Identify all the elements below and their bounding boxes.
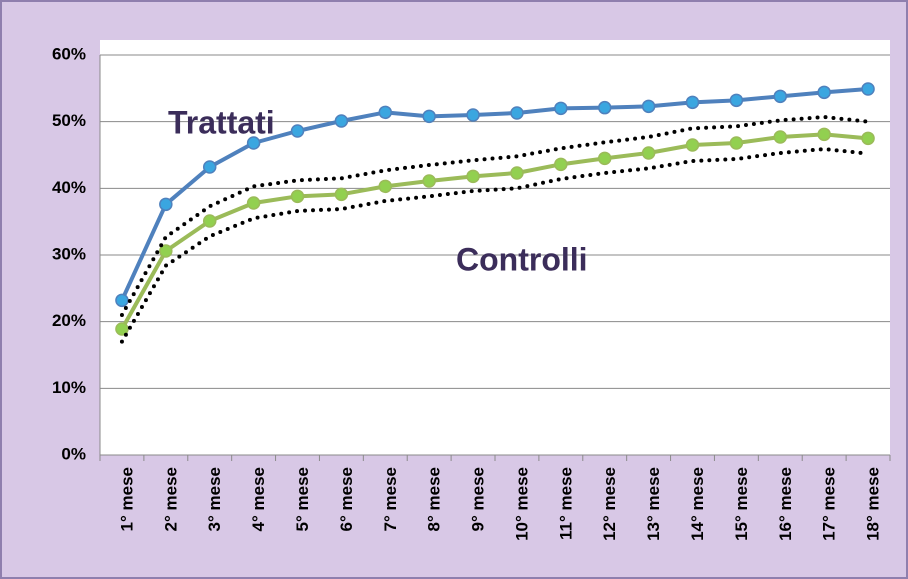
y-tick-label: 30% [52, 244, 86, 263]
y-tick-label: 20% [52, 311, 86, 330]
marker [466, 169, 480, 184]
marker [290, 124, 305, 138]
y-tick-label: 10% [52, 378, 86, 397]
marker [685, 138, 700, 152]
x-tick-label: 10° mese [512, 467, 531, 541]
x-tick-label: 5° mese [293, 467, 312, 531]
marker [641, 146, 656, 160]
marker [554, 101, 568, 116]
x-tick-label: 7° mese [381, 467, 400, 531]
annotation-trattati: Trattati [168, 104, 275, 140]
marker [466, 108, 480, 122]
marker [115, 322, 129, 336]
marker [729, 136, 744, 150]
x-tick-label: 6° mese [337, 467, 356, 531]
y-tick-label: 60% [52, 44, 86, 63]
band-line [119, 115, 871, 317]
x-tick-label: 18° mese [864, 467, 883, 541]
marker [378, 105, 393, 120]
marker [597, 151, 612, 166]
plot-area [100, 40, 890, 455]
marker [422, 109, 436, 124]
marker [641, 99, 656, 114]
x-tick-label: 1° mese [117, 467, 136, 531]
marker [378, 179, 393, 194]
marker [729, 93, 744, 108]
x-tick-label: 3° mese [205, 467, 224, 531]
marker [510, 166, 524, 180]
marker [773, 130, 788, 144]
x-tick-label: 8° mese [425, 467, 444, 531]
marker [817, 85, 831, 100]
marker [554, 157, 568, 172]
y-tick-label: 0% [61, 444, 86, 463]
x-tick-label: 13° mese [644, 467, 663, 541]
marker [817, 127, 831, 142]
marker [115, 293, 129, 308]
marker [202, 160, 217, 174]
series-line [120, 87, 869, 302]
marker [685, 95, 700, 110]
marker [334, 114, 349, 128]
marker [246, 136, 261, 150]
series-line [120, 132, 869, 330]
marker [773, 89, 788, 104]
marker [334, 187, 349, 202]
annotation-controlli: Controlli [456, 241, 588, 277]
x-tick-label: 14° mese [688, 467, 707, 541]
x-tick-label: 4° mese [249, 467, 268, 531]
y-tick-label: 50% [52, 111, 86, 130]
x-tick-label: 2° mese [161, 467, 180, 531]
marker [290, 189, 305, 204]
marker [202, 214, 217, 228]
x-tick-label: 15° mese [732, 467, 751, 541]
band-line [119, 147, 871, 344]
x-tick-label: 16° mese [776, 467, 795, 541]
y-tick-label: 40% [52, 178, 86, 197]
marker [861, 131, 875, 146]
x-tick-label: 12° mese [600, 467, 619, 541]
x-tick-label: 17° mese [820, 467, 839, 541]
x-tick-label: 9° mese [469, 467, 488, 531]
marker [422, 174, 436, 188]
marker [510, 106, 524, 120]
marker [861, 82, 875, 96]
marker [246, 196, 261, 210]
marker [159, 197, 173, 212]
x-tick-label: 11° mese [556, 467, 575, 540]
marker [159, 244, 173, 258]
marker [597, 100, 612, 115]
